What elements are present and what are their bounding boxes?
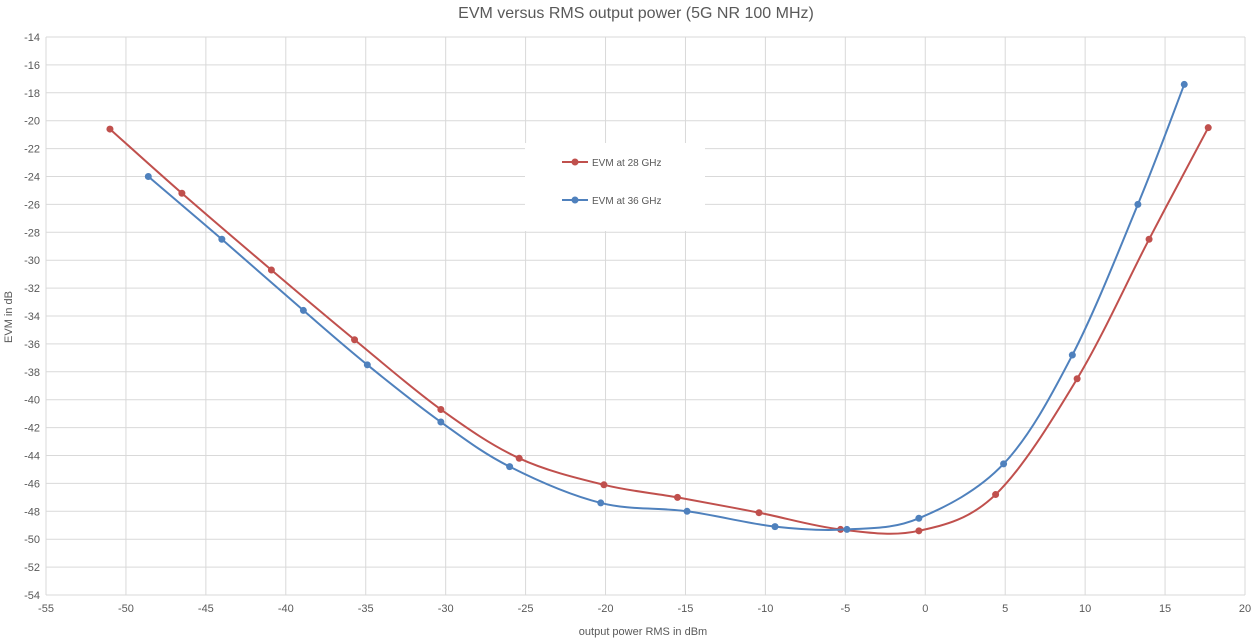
data-point <box>267 266 275 274</box>
x-tick-label: 10 <box>1079 603 1091 615</box>
y-tick-label: -18 <box>24 88 40 100</box>
data-point <box>683 507 691 515</box>
y-tick-label: -52 <box>24 562 40 574</box>
data-point <box>1068 351 1076 359</box>
data-point <box>506 463 514 471</box>
data-point <box>843 525 851 533</box>
series-layer <box>106 80 1212 535</box>
x-tick-label: -55 <box>38 603 54 615</box>
y-tick-label: -48 <box>24 506 40 518</box>
data-point <box>597 499 605 507</box>
series-36ghz <box>144 80 1188 533</box>
y-tick-label: -20 <box>24 116 40 128</box>
data-point <box>178 189 186 197</box>
data-point <box>673 493 681 501</box>
data-point <box>915 514 923 522</box>
y-tick-label: -26 <box>24 199 40 211</box>
x-tick-label: 20 <box>1239 603 1251 615</box>
y-tick-label: -14 <box>24 32 40 44</box>
y-tick-label: -32 <box>24 283 40 295</box>
data-point <box>992 491 1000 499</box>
data-point <box>437 405 445 413</box>
legend-label: EVM at 28 GHz <box>592 158 661 169</box>
data-point <box>106 125 114 133</box>
data-point <box>363 361 371 369</box>
data-point <box>144 173 152 180</box>
data-point <box>218 235 226 243</box>
y-tick-label: -38 <box>24 367 40 379</box>
x-tick-label: -5 <box>840 603 850 615</box>
x-tick-label: -40 <box>278 603 294 615</box>
y-tick-label: -46 <box>24 478 40 490</box>
x-tick-label: -30 <box>438 603 454 615</box>
x-axis-label: output power RMS in dBm <box>579 626 707 638</box>
x-tick-label: -20 <box>598 603 614 615</box>
chart-title: EVM versus RMS output power (5G NR 100 M… <box>458 5 814 22</box>
y-tick-label: -34 <box>24 311 40 323</box>
x-tick-label: -50 <box>118 603 134 615</box>
data-point <box>755 509 763 517</box>
data-point <box>1180 80 1188 88</box>
data-point <box>1134 200 1142 208</box>
y-tick-label: -16 <box>24 60 40 72</box>
y-tick-label: -42 <box>24 423 40 435</box>
legend-marker <box>571 196 579 204</box>
data-point <box>351 336 359 344</box>
data-point <box>299 306 307 314</box>
x-tick-label: -15 <box>678 603 694 615</box>
y-tick-label: -50 <box>24 534 40 546</box>
data-point <box>915 527 923 535</box>
y-tick-label: -36 <box>24 339 40 351</box>
y-tick-label: -54 <box>24 590 40 602</box>
data-point <box>437 418 445 426</box>
y-tick-label: -28 <box>24 227 40 239</box>
x-tick-label: -45 <box>198 603 214 615</box>
y-axis-label: EVM in dB <box>3 291 15 343</box>
data-point <box>1073 375 1081 383</box>
legend-marker <box>571 158 579 166</box>
legend-background <box>525 143 705 231</box>
x-tick-label: 0 <box>922 603 928 615</box>
x-tick-label: -35 <box>358 603 374 615</box>
y-tick-label: -44 <box>24 451 40 463</box>
legend-label: EVM at 36 GHz <box>592 196 661 207</box>
x-tick-label: 15 <box>1159 603 1171 615</box>
data-point <box>1145 235 1153 243</box>
y-tick-label: -22 <box>24 144 40 156</box>
y-tick-label: -24 <box>24 172 40 184</box>
data-point <box>771 523 779 531</box>
y-tick-label: -40 <box>24 395 40 407</box>
series-28ghz <box>106 124 1212 535</box>
x-tick-label: -25 <box>518 603 534 615</box>
x-tick-label: -10 <box>757 603 773 615</box>
legend: EVM at 28 GHz EVM at 36 GHz <box>525 143 705 231</box>
data-point <box>1204 124 1212 132</box>
axes: -54-52-50-48-46-44-42-40-38-36-34-32-30-… <box>24 32 1251 615</box>
data-point <box>600 481 608 489</box>
x-tick-label: 5 <box>1002 603 1008 615</box>
data-point <box>1000 460 1008 468</box>
data-point <box>515 454 523 462</box>
grid <box>45 36 1246 596</box>
y-tick-label: -30 <box>24 255 40 267</box>
